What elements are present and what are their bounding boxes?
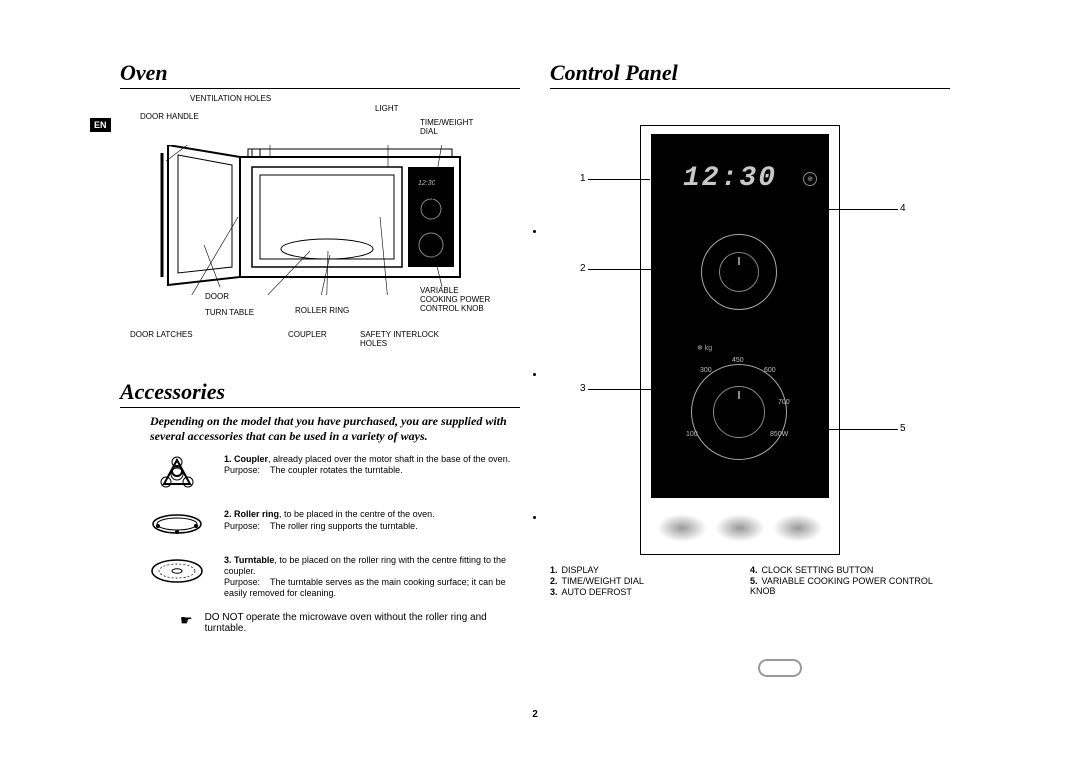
legend-num: 4. [750, 565, 758, 575]
center-divider-dots [533, 230, 537, 659]
dial-num: 600 [764, 367, 776, 374]
left-column: Oven VENTILATION HOLES DOOR HANDLE LIGHT… [120, 60, 520, 634]
callout-4: 4 [900, 203, 906, 214]
label-ventilation: VENTILATION HOLES [190, 95, 271, 104]
acc-name: Roller ring [234, 509, 279, 519]
auto-defrost-icon: ❄ kg [697, 344, 712, 352]
dial-num: 450 [732, 357, 744, 364]
acc-purpose-label: Purpose: [224, 465, 270, 476]
label-safety-interlock: SAFETY INTERLOCK HOLES [360, 331, 439, 349]
acc-purpose-label: Purpose: [224, 577, 270, 588]
callout-2: 2 [580, 263, 586, 274]
acc-num: 1. [224, 454, 232, 464]
acc-purpose: The coupler rotates the turntable. [270, 465, 403, 475]
control-panel-heading: Control Panel [550, 60, 950, 89]
dial-num: 100 [686, 431, 698, 438]
label-light: LIGHT [375, 105, 399, 114]
legend-text: TIME/WEIGHT DIAL [562, 576, 644, 586]
label-time-weight: TIME/WEIGHT DIAL [420, 119, 473, 137]
legend-text: VARIABLE COOKING POWER CONTROL KNOB [750, 576, 933, 596]
svg-text:12:30: 12:30 [418, 180, 436, 187]
callout-5: 5 [900, 423, 906, 434]
warning-row: ☛ DO NOT operate the microwave oven with… [180, 612, 520, 634]
label-door-latches: DOOR LATCHES [130, 331, 193, 340]
control-panel-diagram: 1 2 3 4 5 12:30 ⊕ ❄ kg [550, 95, 950, 565]
acc-name: Coupler [234, 454, 268, 464]
acc-desc: , already placed over the motor shaft in… [268, 454, 510, 464]
acc-num: 2. [224, 509, 232, 519]
acc-desc: , to be placed in the centre of the oven… [279, 509, 435, 519]
callout-3: 3 [580, 383, 586, 394]
acc-name: Turntable [234, 555, 274, 565]
panel-outline: 12:30 ⊕ ❄ kg 100 300 450 600 700 850W [640, 125, 840, 555]
clock-button-icon: ⊕ [803, 172, 817, 186]
legend-text: CLOCK SETTING BUTTON [762, 565, 874, 575]
page-number: 2 [532, 709, 538, 720]
acc-purpose-label: Purpose: [224, 521, 270, 532]
legend-text: AUTO DEFROST [562, 587, 632, 597]
coupler-icon [150, 454, 210, 497]
warning-text: DO NOT operate the microwave oven withou… [205, 612, 520, 634]
dial-num: 700 [778, 399, 790, 406]
accessories-heading: Accessories [120, 379, 520, 408]
label-door-handle: DOOR HANDLE [140, 113, 199, 122]
dial-num: 300 [700, 367, 712, 374]
accessory-row: 2. Roller ring, to be placed in the cent… [150, 509, 520, 542]
right-column: Control Panel 1 2 3 4 5 12:30 ⊕ ❄ kg [550, 60, 950, 565]
start-button-icon [758, 659, 802, 677]
callout-1: 1 [580, 173, 586, 184]
label-roller-ring: ROLLER RING [295, 307, 349, 316]
legend-num: 2. [550, 576, 558, 586]
legend-num: 1. [550, 565, 558, 575]
accessory-row: 3. Turntable, to be placed on the roller… [150, 555, 520, 600]
accessories-intro: Depending on the model that you have pur… [150, 414, 520, 444]
time-weight-dial [701, 234, 777, 310]
legend-num: 3. [550, 587, 558, 597]
legend: 1. DISPLAY 2. TIME/WEIGHT DIAL 3. AUTO DEFR… [550, 565, 950, 598]
roller-ring-icon [150, 509, 210, 542]
panel-face: 12:30 ⊕ ❄ kg 100 300 450 600 700 850W [651, 134, 829, 498]
lang-badge: EN [90, 118, 111, 132]
panel-bottom-shadows [657, 514, 823, 542]
legend-num: 5. [750, 576, 758, 586]
turntable-icon [150, 555, 210, 600]
power-dial: 100 300 450 600 700 850W [691, 364, 787, 460]
oven-drawing: 12:30 [160, 145, 490, 295]
legend-text: DISPLAY [562, 565, 599, 575]
display: 12:30 [671, 158, 789, 198]
label-coupler: COUPLER [288, 331, 327, 340]
label-turntable: TURN TABLE [205, 309, 254, 318]
acc-num: 3. [224, 555, 232, 565]
pointing-hand-icon: ☛ [180, 612, 193, 634]
acc-purpose: The roller ring supports the turntable. [270, 521, 418, 531]
accessory-row: 1. Coupler, already placed over the moto… [150, 454, 520, 497]
dial-num: 850W [770, 431, 788, 438]
oven-heading: Oven [120, 60, 520, 89]
oven-diagram: VENTILATION HOLES DOOR HANDLE LIGHT TIME… [120, 95, 520, 365]
